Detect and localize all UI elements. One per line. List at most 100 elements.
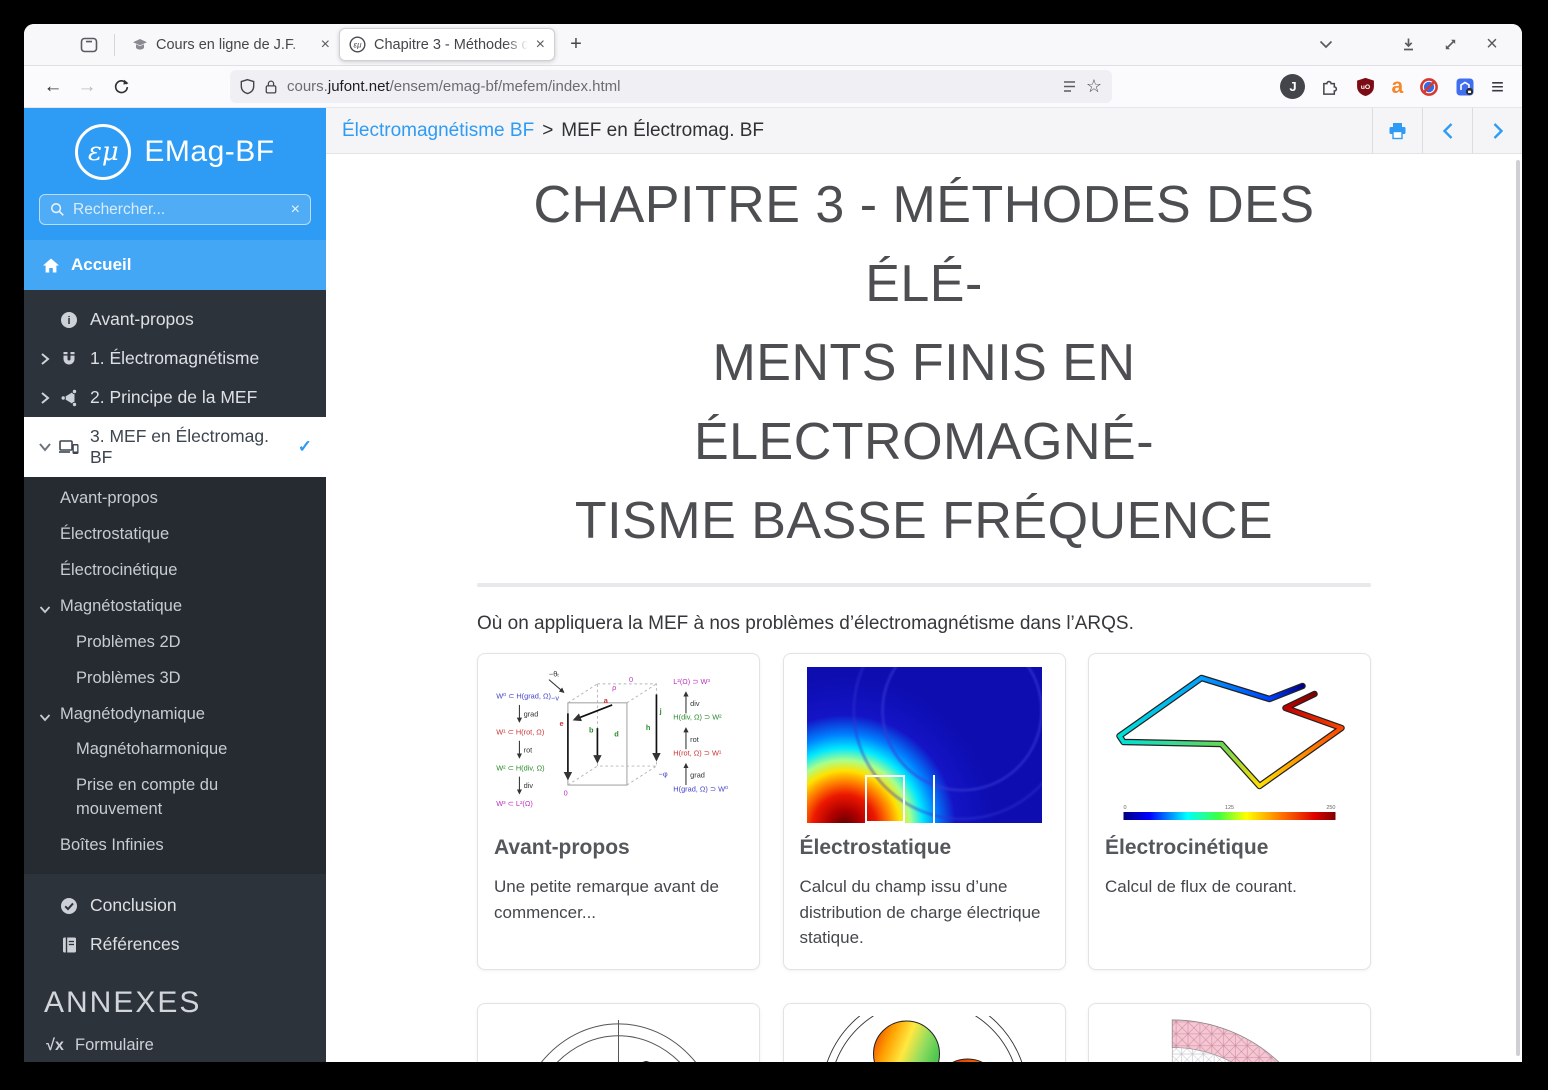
cube-label: j bbox=[659, 707, 662, 716]
current-loop-image: 0 125 250 bbox=[1105, 666, 1354, 824]
lock-icon[interactable] bbox=[264, 79, 278, 95]
ublock-label: uO bbox=[1361, 84, 1371, 91]
sidebar-item-references[interactable]: Références bbox=[24, 925, 326, 964]
card-boites-infinies[interactable]: Boîtes Infinies bbox=[1088, 1002, 1371, 1062]
previous-page-button[interactable] bbox=[1422, 108, 1472, 153]
sidebar-item-formulaire[interactable]: √x Formulaire bbox=[24, 1032, 326, 1059]
card-title: Électrocinétique bbox=[1105, 836, 1269, 860]
new-tab-button[interactable]: + bbox=[570, 33, 582, 55]
card-electrostatique[interactable]: Électrostatique Calcul du champ issu d’u… bbox=[782, 653, 1066, 970]
subnav-magnetodynamique[interactable]: Magnétodynamique bbox=[24, 697, 326, 733]
firefox-view-button[interactable] bbox=[72, 30, 106, 60]
navigation-toolbar: ← → cours.jufont.net/ensem/emag-bf/mefem… bbox=[24, 66, 1522, 108]
subnav-avant-propos[interactable]: Avant-propos bbox=[60, 489, 158, 507]
card-avant-propos[interactable]: W⁰ ⊂ H(grad, Ω) grad W¹ ⊂ H(rot, Ω) rot … bbox=[477, 653, 760, 970]
subnav-electrocinetique[interactable]: Électrocinétique bbox=[60, 560, 178, 579]
intro-paragraph: Où on appliquera la MEF à nos problèmes … bbox=[477, 613, 1134, 635]
chevron-down-icon[interactable] bbox=[34, 442, 56, 452]
url-bar[interactable]: cours.jufont.net/ensem/emag-bf/mefem/ind… bbox=[230, 70, 1112, 103]
sidebar-item-electromagnetisme[interactable]: 1. Électromagnétisme bbox=[24, 339, 326, 378]
sidebar-item-credits[interactable]: © Crédits bbox=[24, 1059, 326, 1062]
container-tab-icon[interactable] bbox=[1455, 77, 1475, 97]
sidebar-item-avant-propos[interactable]: i Avant-propos bbox=[24, 300, 326, 339]
restore-window-button[interactable] bbox=[1438, 33, 1462, 57]
magnet-icon bbox=[56, 350, 82, 368]
subnav-electrostatique[interactable]: Électrostatique bbox=[60, 524, 170, 543]
sidebar-item-principe-mef[interactable]: 2. Principe de la MEF bbox=[24, 378, 326, 417]
extensions-puzzle-icon[interactable] bbox=[1321, 77, 1340, 96]
sidebar-item-conclusion[interactable]: Conclusion bbox=[24, 886, 326, 925]
sidebar-item-label: 1. Électromagnétisme bbox=[90, 348, 260, 368]
site-logo-row[interactable]: εμ EMag-BF bbox=[24, 108, 326, 192]
tonti-label: W¹ ⊂ H(rot, Ω) bbox=[496, 728, 544, 737]
chevron-right-icon[interactable] bbox=[34, 352, 56, 366]
next-page-button[interactable] bbox=[1472, 108, 1522, 153]
page-title-line: MENTS FINIS EN ÉLECTROMAGNÉ- bbox=[693, 334, 1155, 472]
subnav-prise-en-compte[interactable]: Prise en compte du mouvement bbox=[76, 776, 219, 819]
shield-icon[interactable] bbox=[240, 78, 255, 95]
firefox-view-icon bbox=[80, 37, 98, 52]
cube-label: 0 bbox=[564, 789, 568, 798]
tab-close-icon[interactable]: × bbox=[320, 35, 330, 53]
breadcrumb-link[interactable]: Électromagnétisme BF bbox=[342, 119, 535, 141]
bookmark-star-icon[interactable]: ☆ bbox=[1085, 76, 1102, 96]
chevron-down-icon[interactable] bbox=[39, 598, 51, 622]
sidebar-item-mef-electromag-bf[interactable]: 3. MEF en Électromag. BF ✓ bbox=[24, 417, 326, 477]
subnav-magnetoharmonique[interactable]: Magnétoharmonique bbox=[76, 740, 228, 759]
tonti-label: W⁰ ⊂ H(grad, Ω) bbox=[496, 692, 551, 701]
page-scroll-area[interactable]: CHAPITRE 3 - MÉTHODES DES ÉLÉ- MENTS FIN… bbox=[326, 154, 1522, 1062]
page-title-line: TISME BASSE FRÉQUENCE bbox=[574, 492, 1274, 551]
subnav-magnetostatique[interactable]: Magnétostatique bbox=[24, 589, 326, 625]
search-box[interactable]: × bbox=[39, 194, 311, 225]
reader-mode-icon[interactable] bbox=[1062, 79, 1077, 94]
card-electrocinetique[interactable]: 0 125 250 Électrocinétique Calcul de flu… bbox=[1088, 653, 1371, 970]
eddy-current-image bbox=[800, 1015, 1049, 1062]
reload-button[interactable] bbox=[104, 71, 138, 103]
subnav-problemes-3d[interactable]: Problèmes 3D bbox=[76, 668, 181, 687]
tab-close-icon[interactable]: × bbox=[535, 35, 545, 53]
cube-label: a bbox=[604, 696, 609, 705]
sidebar-header: εμ EMag-BF × bbox=[24, 108, 326, 290]
card-magnetostatique[interactable]: Magnétostatique bbox=[477, 1002, 760, 1062]
reload-icon bbox=[114, 79, 128, 94]
url-prefix: cours. bbox=[287, 78, 328, 95]
sidebar-item-accueil[interactable]: Accueil bbox=[24, 240, 326, 290]
book-icon bbox=[56, 936, 82, 954]
downloads-button[interactable] bbox=[1396, 33, 1420, 57]
account-button[interactable]: J bbox=[1280, 74, 1306, 99]
scrollbar[interactable] bbox=[1516, 160, 1520, 1056]
list-all-tabs-button[interactable] bbox=[1314, 33, 1338, 57]
page-title: CHAPITRE 3 - MÉTHODES DES ÉLÉ- MENTS FIN… bbox=[477, 166, 1371, 561]
close-window-button[interactable]: × bbox=[1486, 33, 1498, 55]
back-button[interactable]: ← bbox=[43, 75, 63, 97]
print-button[interactable] bbox=[1372, 108, 1422, 153]
sidebar-item-label: Avant-propos bbox=[90, 309, 194, 329]
search-input[interactable] bbox=[73, 200, 283, 219]
forward-button[interactable]: → bbox=[77, 75, 97, 97]
subnav-problemes-2d[interactable]: Problèmes 2D bbox=[76, 632, 181, 651]
unpaywall-icon[interactable]: a bbox=[1391, 75, 1404, 98]
tab-chapitre-3[interactable]: εμ Chapitre 3 - Méthodes des × bbox=[339, 28, 555, 61]
ublock-icon[interactable]: uO bbox=[1356, 77, 1375, 97]
search-icon bbox=[50, 202, 64, 216]
page-title-line: CHAPITRE 3 - MÉTHODES DES ÉLÉ- bbox=[533, 176, 1315, 314]
search-clear-icon[interactable]: × bbox=[290, 200, 300, 218]
hamburger-menu-button[interactable]: ≡ bbox=[1491, 73, 1504, 99]
chevron-right-icon[interactable] bbox=[34, 391, 56, 405]
tonti-label: H(div, Ω) ⊃ W² bbox=[673, 713, 722, 722]
url-text[interactable]: cours.jufont.net/ensem/emag-bf/mefem/ind… bbox=[287, 78, 1053, 95]
sidebar-item-label: 3. MEF en Électromag. BF bbox=[90, 426, 269, 467]
sidebar-submenu: Avant-propos Électrostatique Électrociné… bbox=[24, 477, 326, 875]
search-row: × bbox=[24, 192, 326, 240]
subnav-boites-infinies[interactable]: Boîtes Infinies bbox=[60, 836, 164, 855]
chevron-down-icon[interactable] bbox=[39, 706, 51, 730]
cube-label: −θₜ bbox=[549, 670, 560, 679]
blocked-badge-icon[interactable] bbox=[1419, 77, 1439, 97]
chevron-right-icon bbox=[1493, 122, 1503, 139]
card-magnetodynamique[interactable]: Magnétodynamique bbox=[782, 1002, 1066, 1062]
tonti-label: W² ⊂ H(div, Ω) bbox=[496, 763, 544, 772]
tab-cours-en-ligne[interactable]: Cours en ligne de J.F. × bbox=[123, 28, 339, 61]
cube-label: 0 bbox=[629, 675, 633, 684]
tab-title: Cours en ligne de J.F. bbox=[156, 36, 297, 53]
